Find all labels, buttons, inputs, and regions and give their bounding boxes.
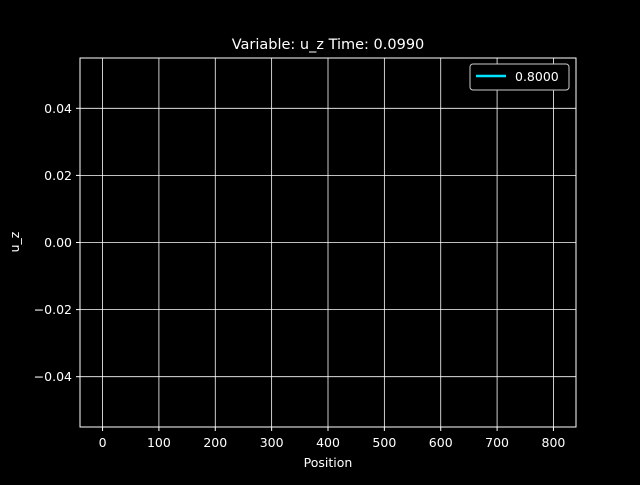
x-tick-label: 700 — [485, 435, 509, 450]
y-tick-label: −0.02 — [34, 302, 72, 317]
y-tick-label: −0.04 — [34, 369, 72, 384]
x-tick-label: 200 — [203, 435, 227, 450]
x-axis-ticks: 0 100 200 300 400 500 600 700 800 — [99, 427, 566, 450]
y-tick-label: 0.02 — [44, 168, 72, 183]
x-tick-label: 400 — [316, 435, 340, 450]
grid-layer — [80, 58, 576, 427]
y-tick-label: 0.04 — [44, 101, 72, 116]
y-axis-label: u_z — [7, 231, 22, 252]
x-tick-label: 600 — [429, 435, 453, 450]
chart-title: Variable: u_z Time: 0.0990 — [232, 37, 425, 53]
y-tick-label: 0.00 — [44, 235, 72, 250]
x-tick-label: 500 — [372, 435, 396, 450]
x-tick-label: 800 — [542, 435, 566, 450]
x-tick-label: 0 — [99, 435, 107, 450]
x-tick-label: 300 — [260, 435, 284, 450]
x-tick-label: 100 — [147, 435, 171, 450]
y-axis-ticks: −0.04 −0.02 0.00 0.02 0.04 — [34, 101, 80, 384]
legend-label: 0.8000 — [515, 69, 559, 84]
x-axis-label: Position — [304, 455, 353, 470]
legend: 0.8000 — [469, 63, 570, 91]
legend-box — [469, 63, 570, 91]
